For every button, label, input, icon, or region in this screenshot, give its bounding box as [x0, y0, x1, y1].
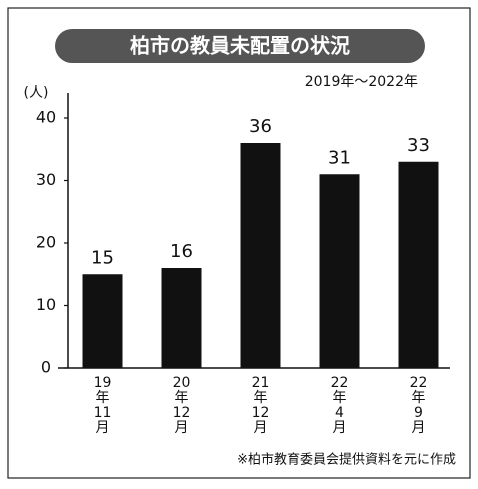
y-tick-label: 20 — [36, 233, 56, 252]
value-label: 16 — [170, 241, 193, 262]
bar — [82, 274, 123, 368]
x-tick-label: 21 年 12 月 — [252, 375, 270, 436]
chart-title: 柏市の教員未配置の状況 — [130, 34, 350, 58]
bar — [398, 161, 439, 368]
y-tick-label: 40 — [36, 108, 56, 127]
bar — [161, 268, 202, 368]
frame — [7, 7, 471, 479]
bar — [240, 143, 281, 368]
x-tick-label: 22 年 4 月 — [331, 375, 349, 436]
y-axis-label: (人) — [24, 85, 49, 101]
value-label: 33 — [407, 135, 430, 156]
x-tick-label: 22 年 9 月 — [410, 375, 428, 436]
x-tick-label: 19 年 11 月 — [94, 375, 112, 436]
source-note: ※柏市教育委員会提供資料を元に作成 — [237, 452, 456, 468]
y-tick-label: 0 — [41, 358, 51, 377]
title-pill — [55, 29, 425, 63]
y-tick-label: 10 — [36, 295, 56, 314]
value-label: 36 — [249, 116, 272, 137]
x-tick-label: 20 年 12 月 — [173, 375, 191, 436]
y-tick-label: 30 — [36, 170, 56, 189]
value-label: 31 — [328, 147, 351, 168]
chart-subtitle: 2019年～2022年 — [305, 74, 418, 90]
value-label: 15 — [91, 247, 114, 268]
bar — [319, 174, 360, 368]
